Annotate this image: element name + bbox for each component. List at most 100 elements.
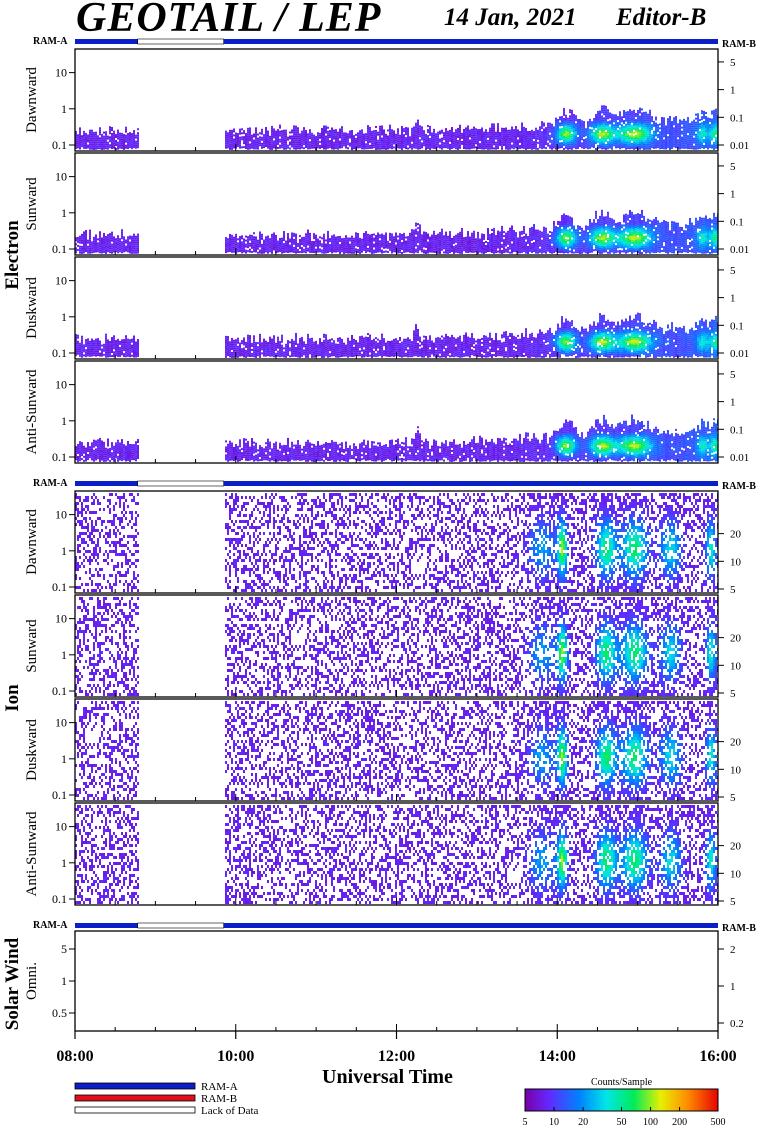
panel-i-3: 0.1 1 10 5 10 20 Anti-Sunward xyxy=(24,802,742,908)
ram-a-segment xyxy=(75,481,718,486)
right-tick-label: 5 xyxy=(730,584,736,596)
left-tick-label: 0.1 xyxy=(52,684,67,698)
x-axis: 08:00 10:00 12:00 14:00 16:00 xyxy=(56,1031,737,1065)
right-tick-label: 5 xyxy=(730,265,736,277)
left-tick-label: 1 xyxy=(61,974,67,988)
right-tick-label: 1 xyxy=(730,397,736,409)
legend-swatch xyxy=(74,1082,196,1090)
colorbar-tick-label: 500 xyxy=(711,1117,726,1128)
x-tick-label: 10:00 xyxy=(217,1048,254,1065)
right-tick-label: 5 xyxy=(730,369,736,381)
right-tick-label: 1 xyxy=(730,293,736,305)
ram-right-label: RAM-B xyxy=(722,39,756,50)
left-tick-label: 10 xyxy=(55,716,67,730)
left-tick-label: 1 xyxy=(61,856,67,870)
colorbar-tick-label: 200 xyxy=(672,1117,687,1128)
left-tick-label: 10 xyxy=(55,508,67,522)
ram-status-bar xyxy=(75,38,718,45)
right-tick-label: 1 xyxy=(730,189,736,201)
lack-of-data-segment xyxy=(137,480,224,487)
panel-label: Dawnward xyxy=(24,509,40,575)
right-tick-label: 20 xyxy=(730,529,742,541)
panel-e-0: 0.1 1 10 0.01 0.1 1 5 Dawnward xyxy=(24,48,749,152)
right-tick-label: 5 xyxy=(730,896,736,908)
legend-label: Lack of Data xyxy=(201,1105,259,1117)
group-solar-wind: RAM-A RAM-B Solar Wind 0.5 1 5 0.2 1 2 Omni. xyxy=(2,920,756,1032)
legend-label: RAM-B xyxy=(201,1093,237,1105)
legend-swatch xyxy=(74,1106,196,1114)
left-tick-label: 0.1 xyxy=(52,242,67,256)
right-tick-label: 0.1 xyxy=(730,112,744,124)
right-tick-label: 0.1 xyxy=(730,424,744,436)
ram-status-bar xyxy=(75,922,718,929)
left-tick-label: 1 xyxy=(61,206,67,220)
left-tick-label: 1 xyxy=(61,648,67,662)
panel-i-0: 0.1 1 10 5 10 20 Dawnward xyxy=(24,490,742,596)
left-tick-label: 0.1 xyxy=(52,450,67,464)
panel-label: Dawnward xyxy=(24,67,40,133)
ram-a-segment xyxy=(75,923,718,928)
ram-status-bar xyxy=(75,480,718,487)
right-tick-label: 0.1 xyxy=(730,320,744,332)
left-tick-label: 10 xyxy=(55,274,67,288)
colorbar-tick-label: 20 xyxy=(578,1117,588,1128)
date-label: 14 Jan, 2021 xyxy=(444,4,577,32)
right-tick-label: 0.01 xyxy=(730,140,749,152)
left-tick-label: 0.1 xyxy=(52,138,67,152)
panel-e-3: 0.1 1 10 0.01 0.1 1 5 Anti-Sunward xyxy=(24,360,749,464)
panel-label: Anti-Sunward xyxy=(24,811,40,896)
panel-label: Duskward xyxy=(24,277,40,339)
right-tick-label: 0.1 xyxy=(730,216,744,228)
x-tick-label: 08:00 xyxy=(56,1048,93,1065)
left-tick-label: 0.1 xyxy=(52,346,67,360)
x-tick-label: 16:00 xyxy=(699,1048,736,1065)
colorbar-title: Counts/Sample xyxy=(591,1077,653,1088)
right-tick-label: 10 xyxy=(730,556,742,568)
right-tick-label: 5 xyxy=(730,161,736,173)
group-label: Ion xyxy=(2,684,23,712)
left-tick-label: 0.5 xyxy=(52,1006,67,1020)
panel-label: Sunward xyxy=(24,177,40,231)
left-tick-label: 10 xyxy=(55,612,67,626)
colorbar-tick-label: 100 xyxy=(643,1117,658,1128)
panel-e-1: 0.1 1 10 0.01 0.1 1 5 Sunward xyxy=(24,152,749,256)
colorbar: Counts/Sample 5 10 20 50 100 200 500 xyxy=(523,1077,726,1128)
ram-right-label: RAM-B xyxy=(722,923,756,934)
group-ion: RAM-A RAM-B Ion 0.1 1 10 5 10 20 Dawnward 0.1 1 10 5 1… xyxy=(2,478,756,908)
right-tick-label: 0.01 xyxy=(730,244,749,256)
left-tick-label: 0.1 xyxy=(52,788,67,802)
group-label: Solar Wind xyxy=(2,937,23,1030)
left-tick-label: 10 xyxy=(55,170,67,184)
page-title: GEOTAIL / LEP xyxy=(76,0,381,42)
ram-left-label: RAM-A xyxy=(33,920,68,931)
right-tick-label: 20 xyxy=(730,737,742,749)
left-tick-label: 1 xyxy=(61,414,67,428)
right-tick-label: 0.01 xyxy=(730,452,749,464)
right-tick-label: 1 xyxy=(730,981,736,993)
right-tick-label: 10 xyxy=(730,868,742,880)
left-tick-label: 10 xyxy=(55,378,67,392)
ram-left-label: RAM-A xyxy=(33,36,68,47)
panel-s-0: 0.5 1 5 0.2 1 2 Omni. xyxy=(24,930,744,1032)
panel-i-1: 0.1 1 10 5 10 20 Sunward xyxy=(24,594,742,700)
panel-e-2: 0.1 1 10 0.01 0.1 1 5 Duskward xyxy=(24,256,749,360)
right-tick-label: 1 xyxy=(730,85,736,97)
x-tick-label: 14:00 xyxy=(539,1048,576,1065)
right-tick-label: 10 xyxy=(730,764,742,776)
left-tick-label: 5 xyxy=(61,942,67,956)
panel-frame xyxy=(74,930,719,1032)
right-tick-label: 2 xyxy=(730,944,736,956)
ram-left-label: RAM-A xyxy=(33,478,68,489)
left-tick-label: 1 xyxy=(61,544,67,558)
left-tick-label: 0.1 xyxy=(52,892,67,906)
ram-a-segment xyxy=(75,39,718,44)
right-tick-label: 20 xyxy=(730,841,742,853)
colorbar-tick-label: 10 xyxy=(549,1117,559,1128)
left-tick-label: 1 xyxy=(61,310,67,324)
lack-of-data-segment xyxy=(137,38,224,45)
group-label: Electron xyxy=(2,220,23,290)
left-tick-label: 0.1 xyxy=(52,580,67,594)
left-tick-label: 1 xyxy=(61,102,67,116)
